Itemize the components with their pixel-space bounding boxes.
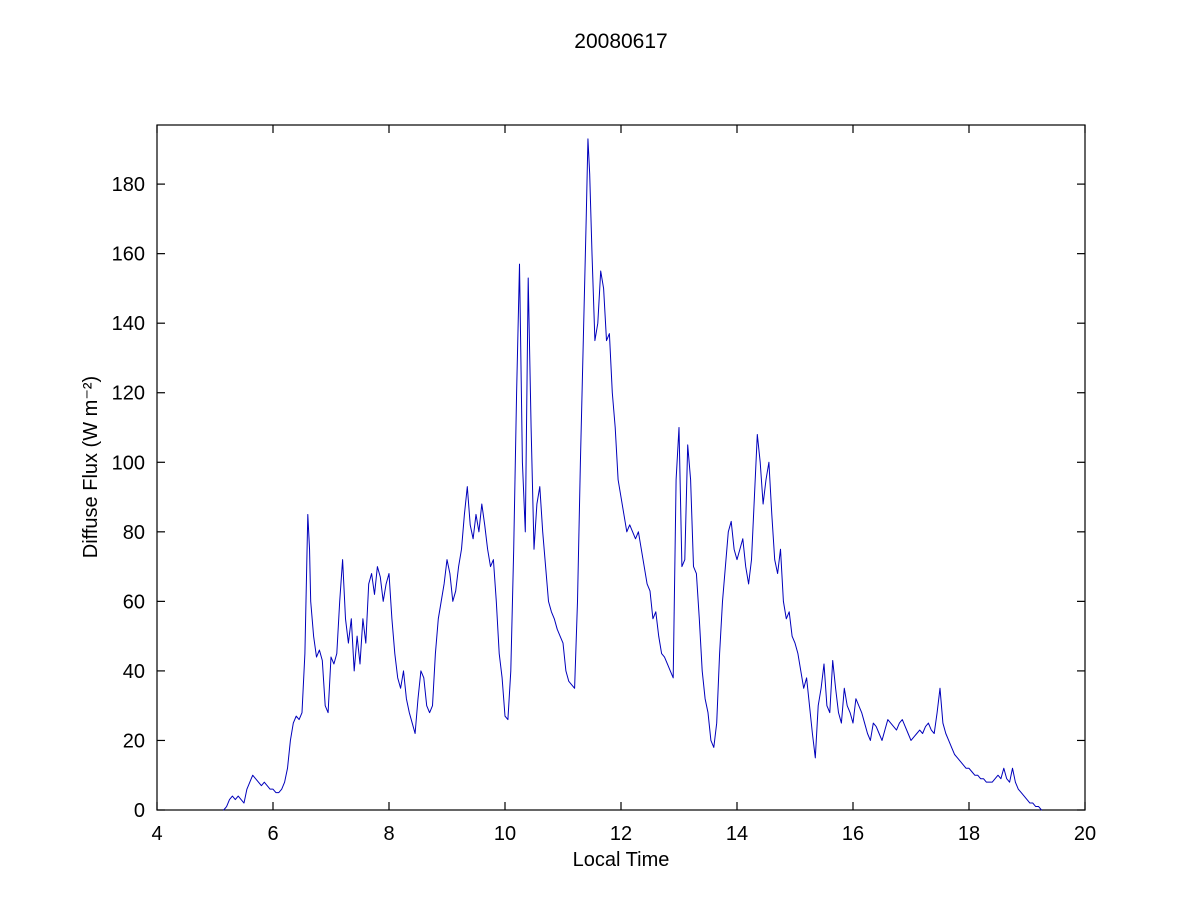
y-tick-label: 80: [123, 522, 145, 544]
y-axis-label: Diffuse Flux (W m⁻²): [80, 376, 102, 558]
flux-line-layer: [223, 138, 1042, 811]
y-tick-label: 60: [123, 591, 145, 613]
y-tick-label: 100: [112, 452, 145, 474]
x-tick-label: 10: [494, 823, 516, 845]
chart-title: 20080617: [574, 30, 667, 53]
x-tick-label: 14: [726, 823, 748, 845]
x-axis-label: Local Time: [573, 849, 670, 871]
y-tick-label: 20: [123, 730, 145, 752]
x-tick-label: 6: [267, 823, 278, 845]
x-tick-label: 18: [958, 823, 980, 845]
y-tick-label: 160: [112, 244, 145, 266]
axis-box: [156, 124, 1086, 811]
y-tick-label: 40: [123, 661, 145, 683]
x-tick-label: 12: [610, 823, 632, 845]
x-tick-label: 16: [842, 823, 864, 845]
axes: 4 6 8 10 12 14 16 18 20 0 20 40 60 80 100 120 140 160 180: [112, 124, 1096, 845]
y-tick-label: 120: [112, 383, 145, 405]
y-tick-label: 140: [112, 313, 145, 335]
x-tick-label: 4: [151, 823, 162, 845]
x-tick-label: 20: [1074, 823, 1096, 845]
y-tick-label: 180: [112, 174, 145, 196]
diffuse-flux-line: [223, 138, 1042, 811]
y-tick-label: 0: [134, 800, 145, 822]
x-tick-label: 8: [383, 823, 394, 845]
